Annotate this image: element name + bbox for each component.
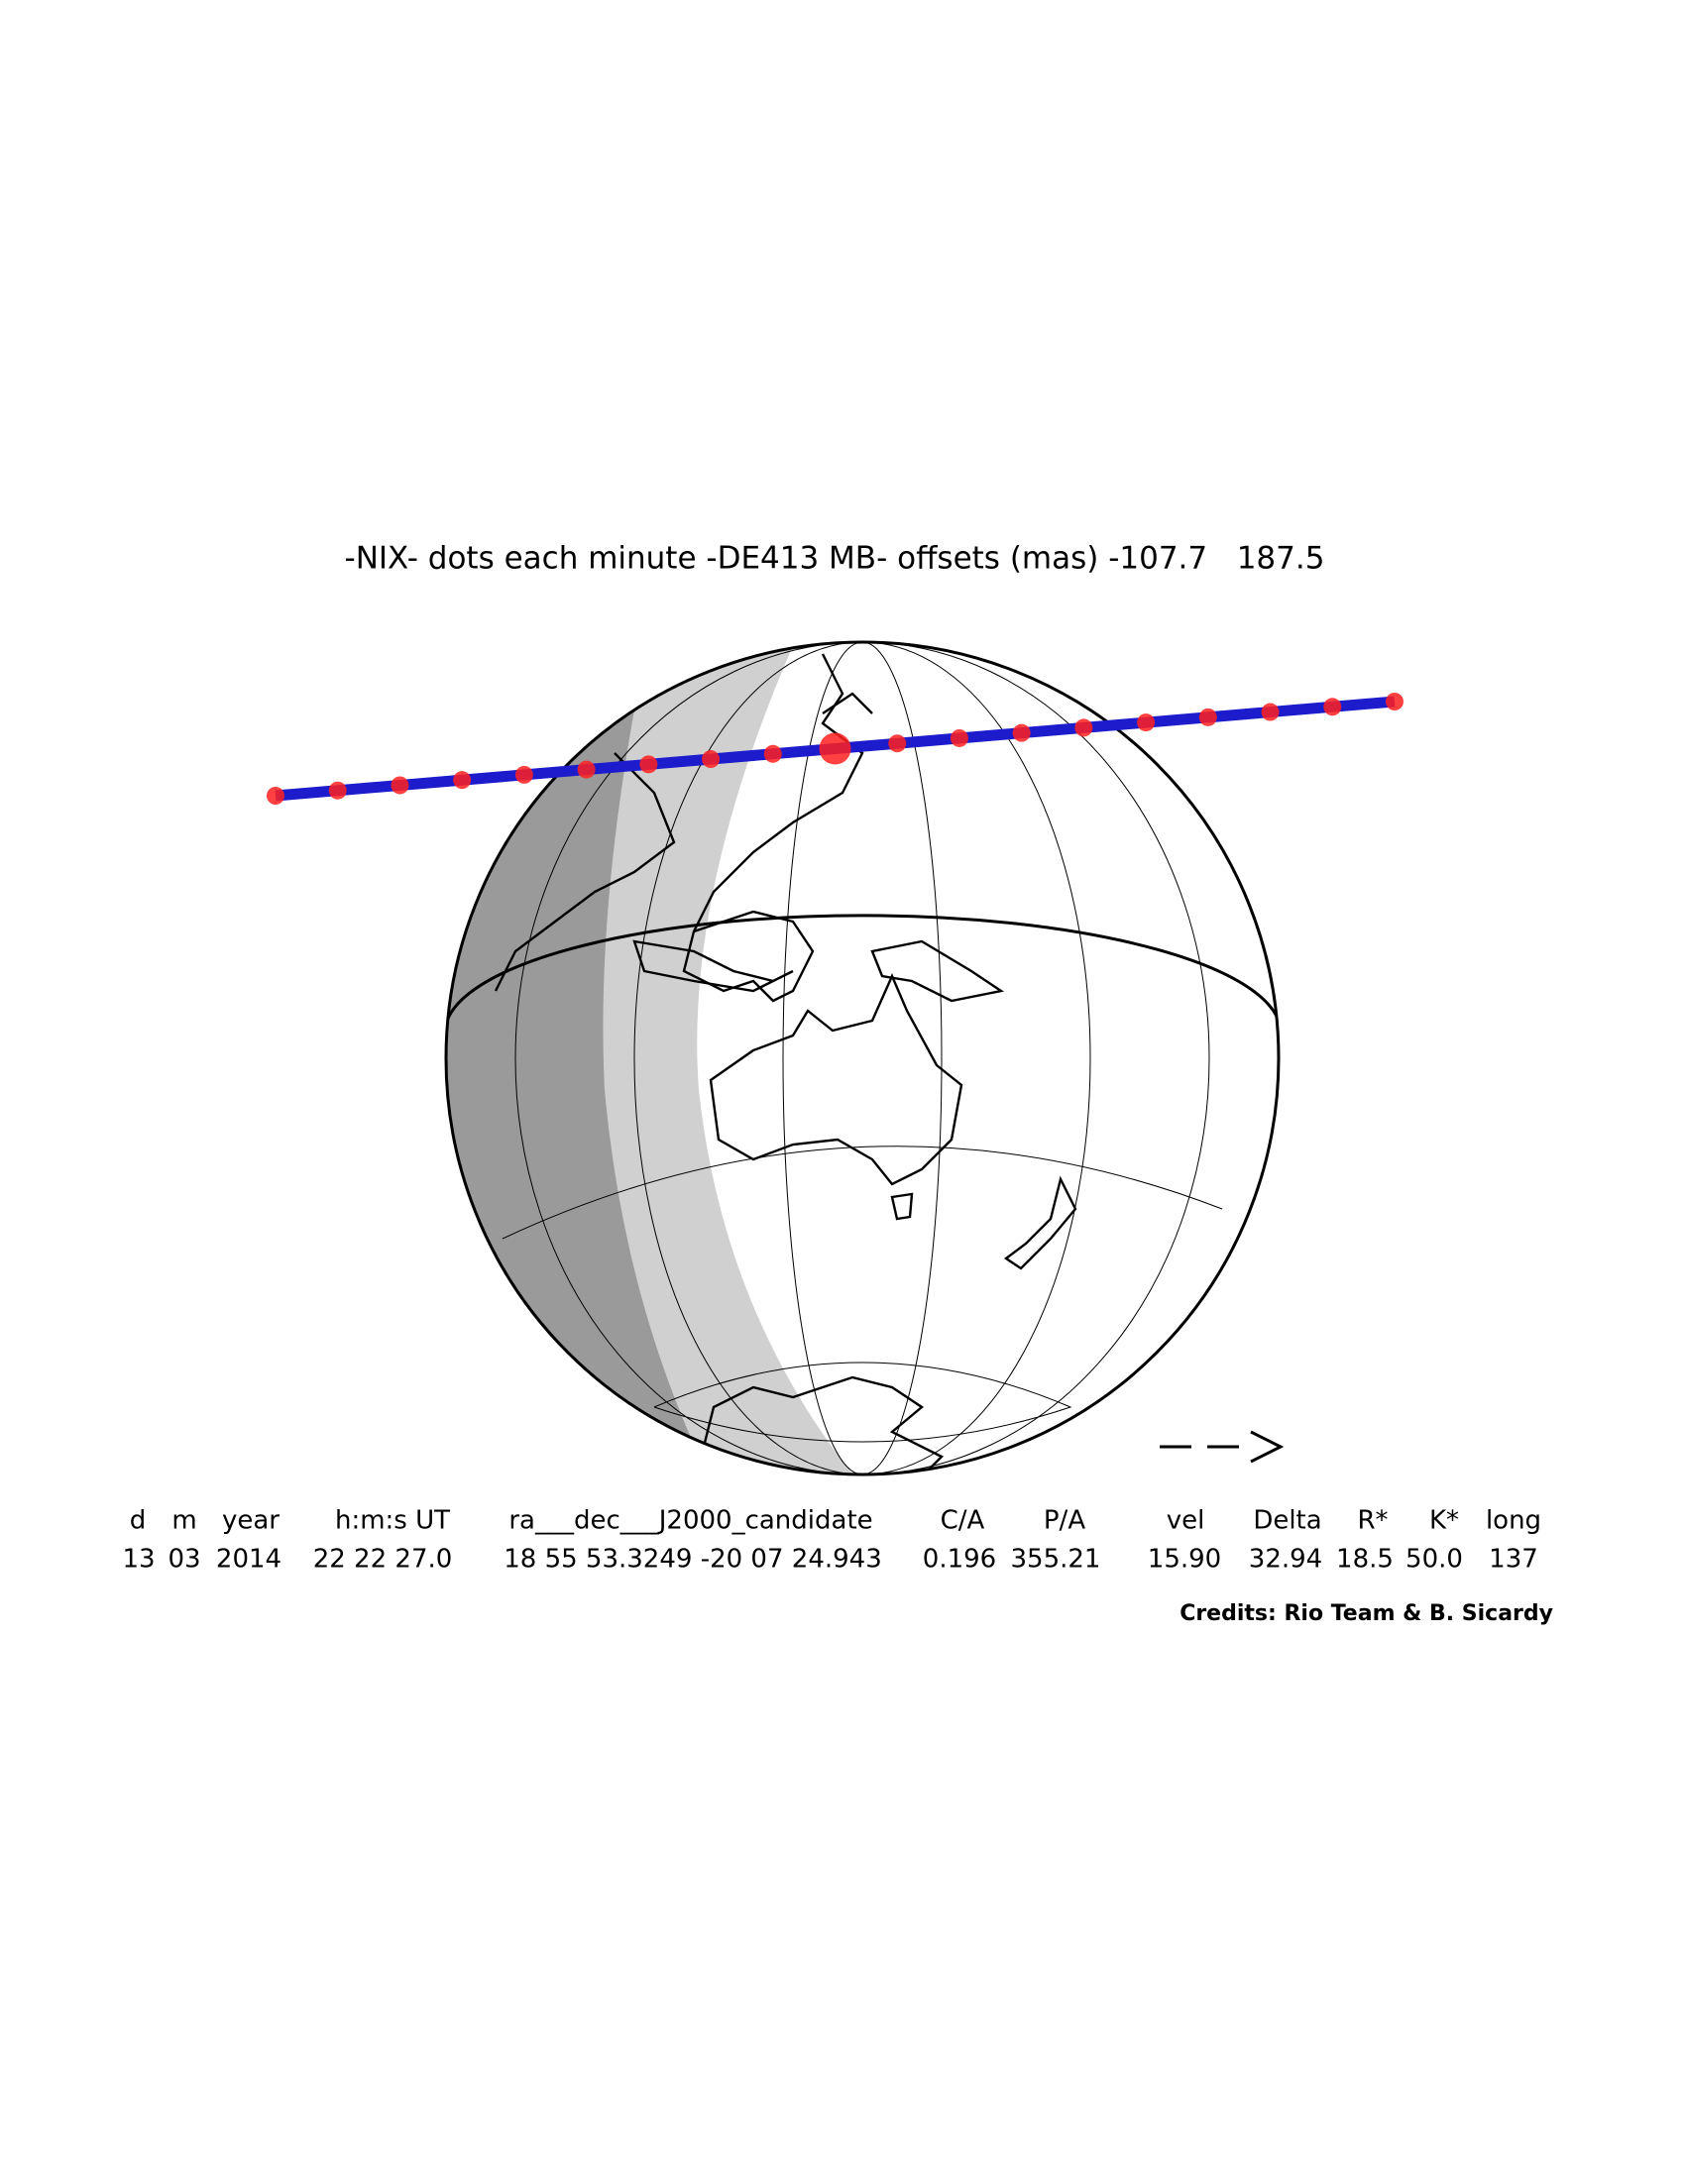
minute-dot — [1074, 718, 1093, 737]
map-title: -NIX- dots each minute -DE413 MB- offset… — [345, 541, 1325, 577]
direction-arrow — [1160, 1430, 1285, 1464]
table-header: P/A — [1044, 1506, 1085, 1536]
minute-dot — [702, 750, 721, 769]
table-header: m — [171, 1506, 196, 1536]
table-value: 0.196 — [923, 1545, 996, 1575]
table-value: 50.0 — [1405, 1545, 1463, 1575]
minute-dot — [1323, 698, 1342, 716]
table-value: 13 — [122, 1545, 155, 1575]
minute-dot — [763, 744, 782, 763]
table-value: 355.21 — [1011, 1545, 1101, 1575]
table-value: 22 22 27.0 — [313, 1545, 453, 1575]
equator — [446, 914, 1279, 1034]
table-value: 03 — [168, 1545, 200, 1575]
table-header: h:m:s UT — [335, 1506, 450, 1536]
minute-dot — [328, 781, 347, 800]
minute-dot — [453, 771, 472, 790]
table-value: 18 55 53.3249 -20 07 24.943 — [504, 1545, 882, 1575]
minute-dot — [577, 760, 596, 779]
minute-dot — [514, 765, 533, 784]
table-header: Delta — [1253, 1506, 1321, 1536]
table-header: vel — [1167, 1506, 1205, 1536]
table-value: 15.90 — [1148, 1545, 1221, 1575]
globe-limb — [444, 640, 1281, 1476]
table-value: 18.5 — [1336, 1545, 1394, 1575]
minute-dot — [819, 732, 851, 765]
credits: Credits: Rio Team & B. Sicardy — [1180, 1601, 1553, 1626]
table-value: 2014 — [216, 1545, 281, 1575]
table-value: 32.94 — [1249, 1545, 1322, 1575]
graticule — [502, 642, 1223, 1474]
minute-dot — [1137, 713, 1156, 732]
minute-dot — [950, 728, 968, 747]
minute-dot — [1386, 693, 1404, 710]
table-header: d — [130, 1506, 147, 1536]
table-header: C/A — [941, 1506, 985, 1536]
occultation-path — [267, 693, 1404, 805]
table-header: long — [1486, 1506, 1541, 1536]
table-header: K* — [1429, 1506, 1459, 1536]
table-header: R* — [1357, 1506, 1388, 1536]
minute-dot — [391, 776, 409, 795]
table-header: ra___dec___J2000_candidate — [508, 1506, 872, 1536]
minute-dot — [1261, 703, 1280, 721]
table-header: year — [222, 1506, 280, 1536]
minute-dot — [888, 734, 907, 753]
minute-dot — [1012, 723, 1031, 742]
minute-dot — [267, 787, 284, 805]
minute-dot — [639, 755, 658, 774]
minute-dot — [1198, 708, 1217, 726]
globe — [446, 642, 1279, 1474]
table-value: 137 — [1489, 1545, 1538, 1575]
event-table: d m year h:m:s UT ra___dec___J2000_candidate… — [122, 1506, 1541, 1575]
